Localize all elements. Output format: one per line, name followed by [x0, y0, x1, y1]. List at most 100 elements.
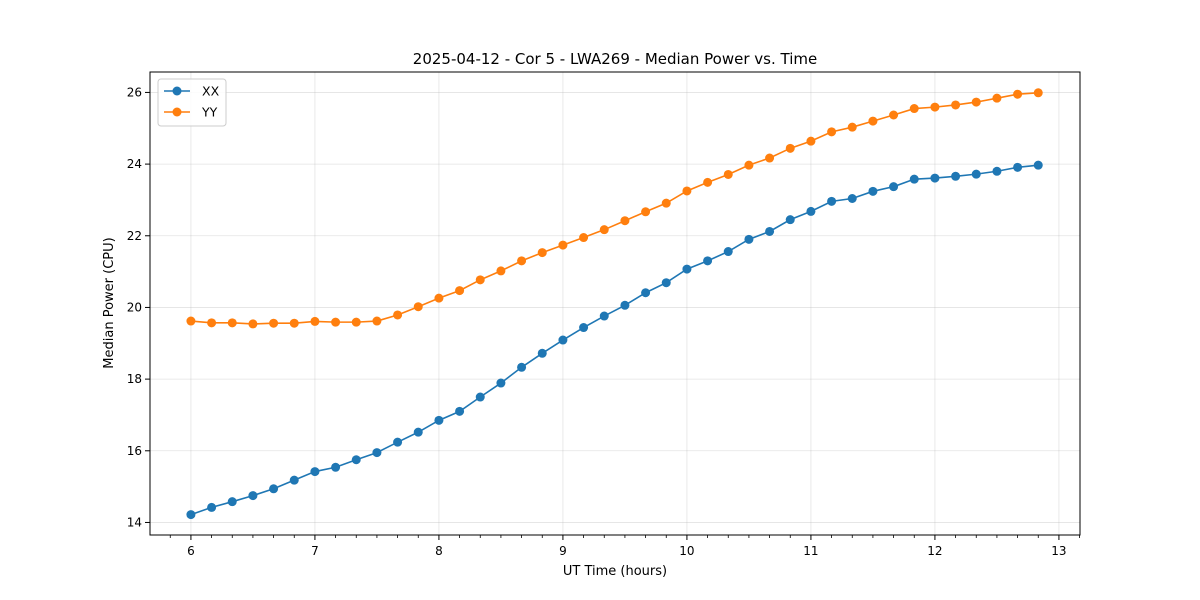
data-point-yy	[207, 318, 217, 328]
y-tick-label: 20	[127, 300, 142, 314]
data-point-yy	[971, 97, 981, 107]
legend-label-xx: XX	[202, 84, 220, 99]
data-point-xx	[289, 475, 299, 485]
data-point-yy	[1033, 88, 1043, 98]
data-point-yy	[682, 186, 692, 196]
x-tick-label: 12	[927, 544, 942, 558]
data-point-xx	[537, 348, 547, 358]
data-point-xx	[475, 392, 485, 402]
data-point-yy	[393, 310, 403, 320]
data-point-yy	[868, 116, 878, 126]
data-point-xx	[579, 323, 589, 333]
y-tick-label: 14	[127, 515, 142, 529]
data-point-yy	[620, 216, 630, 226]
legend-marker-xx	[172, 86, 182, 96]
data-point-yy	[930, 102, 940, 112]
data-point-yy	[1013, 89, 1023, 99]
x-tick-label: 8	[435, 544, 443, 558]
data-point-yy	[310, 316, 320, 326]
data-point-yy	[599, 225, 609, 235]
y-tick-label: 22	[127, 229, 142, 243]
data-point-xx	[868, 186, 878, 196]
ticks: 6 7 8 9 10 11 12 13 14 16 18 20 22 24 26	[127, 85, 1080, 558]
data-point-yy	[703, 177, 713, 187]
data-point-xx	[207, 502, 217, 512]
data-point-yy	[661, 198, 671, 208]
data-point-xx	[558, 335, 568, 345]
data-point-xx	[310, 467, 320, 477]
y-tick-label: 18	[127, 372, 142, 386]
x-tick-label: 6	[187, 544, 195, 558]
data-point-xx	[723, 247, 733, 257]
data-point-yy	[475, 275, 485, 285]
data-point-yy	[641, 207, 651, 217]
data-point-xx	[744, 234, 754, 244]
data-point-yy	[951, 100, 961, 110]
x-tick-label: 13	[1051, 544, 1066, 558]
data-point-yy	[744, 160, 754, 170]
plot-frame	[149, 71, 1081, 536]
data-point-xx	[496, 378, 506, 388]
x-tick-label: 9	[559, 544, 567, 558]
data-point-xx	[971, 169, 981, 179]
data-point-yy	[765, 153, 775, 163]
data-point-xx	[517, 362, 527, 372]
legend-marker-yy	[172, 107, 182, 117]
data-point-yy	[847, 122, 857, 132]
data-point-xx	[951, 171, 961, 181]
data-point-xx	[930, 173, 940, 183]
x-tick-label: 10	[679, 544, 694, 558]
data-point-xx	[331, 462, 341, 472]
data-point-yy	[372, 316, 382, 326]
data-point-xx	[703, 256, 713, 266]
data-point-yy	[269, 318, 279, 328]
legend-label-yy: YY	[201, 105, 218, 120]
data-point-xx	[889, 182, 899, 192]
data-point-xx	[434, 415, 444, 425]
y-tick-label: 24	[127, 157, 142, 171]
series-layer	[186, 88, 1043, 520]
chart-title: 2025-04-12 - Cor 5 - LWA269 - Median Pow…	[413, 50, 817, 68]
data-point-xx	[413, 427, 423, 437]
data-point-xx	[393, 437, 403, 447]
x-tick-label: 11	[803, 544, 818, 558]
data-point-yy	[992, 93, 1002, 103]
data-point-xx	[765, 226, 775, 236]
data-point-xx	[806, 206, 816, 216]
data-point-yy	[186, 316, 196, 326]
data-point-xx	[248, 491, 258, 501]
y-axis-label: Median Power (CPU)	[102, 237, 117, 368]
data-point-xx	[269, 484, 279, 494]
data-point-yy	[413, 302, 423, 312]
y-tick-label: 16	[127, 444, 142, 458]
data-point-yy	[434, 293, 444, 303]
x-axis-label: UT Time (hours)	[563, 564, 667, 579]
data-point-xx	[599, 311, 609, 321]
data-point-xx	[1013, 162, 1023, 172]
data-point-yy	[248, 319, 258, 329]
data-point-xx	[186, 510, 196, 520]
data-point-yy	[517, 256, 527, 266]
data-point-yy	[227, 318, 237, 328]
data-point-yy	[909, 104, 919, 114]
data-point-yy	[351, 317, 361, 327]
grid	[150, 72, 1080, 535]
data-point-xx	[351, 455, 361, 465]
data-point-xx	[827, 196, 837, 206]
y-tick-label: 26	[127, 85, 142, 99]
data-point-yy	[806, 136, 816, 146]
data-point-yy	[537, 248, 547, 258]
data-point-yy	[331, 317, 341, 327]
data-point-xx	[641, 288, 651, 298]
data-point-yy	[455, 286, 465, 296]
data-point-yy	[889, 110, 899, 120]
data-point-xx	[1033, 160, 1043, 170]
data-point-xx	[909, 174, 919, 184]
data-point-xx	[372, 448, 382, 458]
data-point-xx	[620, 300, 630, 310]
data-point-xx	[455, 406, 465, 416]
data-point-yy	[579, 233, 589, 243]
data-point-yy	[785, 143, 795, 153]
data-point-yy	[723, 169, 733, 179]
